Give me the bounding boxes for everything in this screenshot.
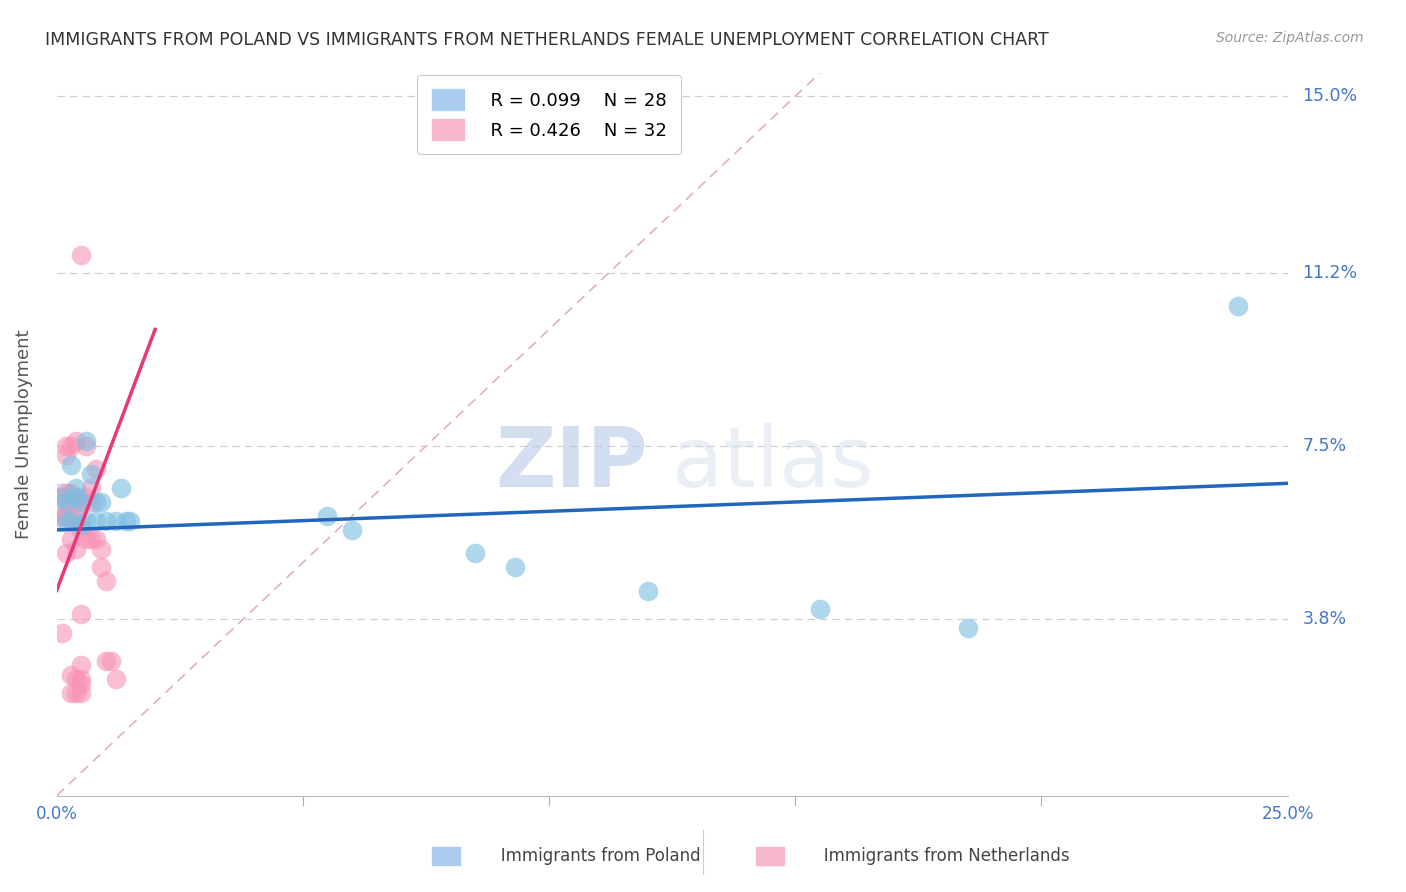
Text: 11.2%: 11.2% <box>1302 265 1358 283</box>
Point <box>51 491 73 505</box>
Point <box>120 514 142 528</box>
Point <box>503 560 526 574</box>
Point <box>60 458 83 472</box>
Point <box>808 602 831 616</box>
Point <box>94 574 117 589</box>
Text: 15.0%: 15.0% <box>1302 87 1358 105</box>
Point <box>90 541 112 556</box>
Point <box>60 485 83 500</box>
Text: Immigrants from Netherlands: Immigrants from Netherlands <box>787 847 1070 865</box>
Point <box>65 491 87 505</box>
Point <box>100 654 122 668</box>
Point <box>70 686 93 700</box>
Point <box>340 523 363 537</box>
Point <box>80 495 103 509</box>
Point <box>65 686 87 700</box>
FancyBboxPatch shape <box>433 847 461 865</box>
Point <box>94 514 117 528</box>
Text: ZIP: ZIP <box>495 423 648 504</box>
Point <box>1227 299 1250 313</box>
Point <box>70 523 93 537</box>
Point <box>90 495 112 509</box>
Text: IMMIGRANTS FROM POLAND VS IMMIGRANTS FROM NETHERLANDS FEMALE UNEMPLOYMENT CORREL: IMMIGRANTS FROM POLAND VS IMMIGRANTS FRO… <box>45 31 1049 49</box>
Point <box>65 481 87 495</box>
Text: Source: ZipAtlas.com: Source: ZipAtlas.com <box>1216 31 1364 45</box>
Point <box>84 514 107 528</box>
Point <box>104 672 127 686</box>
Point <box>70 677 93 691</box>
Text: 7.5%: 7.5% <box>1302 437 1347 455</box>
Point <box>90 560 112 574</box>
Legend:   R = 0.099    N = 28,   R = 0.426    N = 32: R = 0.099 N = 28, R = 0.426 N = 32 <box>418 75 681 154</box>
Point <box>84 462 107 476</box>
Point <box>84 533 107 547</box>
Point <box>80 481 103 495</box>
Point <box>55 508 77 523</box>
Point <box>75 491 97 505</box>
Point <box>104 514 127 528</box>
Point <box>60 667 83 681</box>
Text: atlas: atlas <box>672 423 875 504</box>
Point <box>70 248 93 262</box>
Point <box>80 533 103 547</box>
Point <box>60 533 83 547</box>
Point <box>70 518 93 533</box>
Point <box>75 439 97 453</box>
Point <box>60 514 83 528</box>
Point <box>75 434 97 449</box>
Point <box>55 485 77 500</box>
Point <box>70 658 93 673</box>
Point <box>80 467 103 481</box>
Point <box>55 514 77 528</box>
Point <box>70 672 93 686</box>
Point <box>60 508 83 523</box>
Point <box>51 491 73 505</box>
Text: 3.8%: 3.8% <box>1302 609 1347 628</box>
Point <box>51 625 73 640</box>
Point <box>84 495 107 509</box>
Point <box>60 439 83 453</box>
Point <box>956 621 979 635</box>
Point <box>65 672 87 686</box>
Point <box>55 546 77 560</box>
Point <box>637 583 659 598</box>
Point <box>94 654 117 668</box>
Point <box>110 481 132 495</box>
Point <box>70 495 93 509</box>
Point <box>60 686 83 700</box>
FancyBboxPatch shape <box>756 847 785 865</box>
Point <box>51 508 73 523</box>
Point <box>75 533 97 547</box>
Point <box>65 541 87 556</box>
Point <box>55 495 77 509</box>
Point <box>114 514 136 528</box>
Point <box>55 448 77 462</box>
Point <box>51 500 73 514</box>
Point <box>70 607 93 621</box>
Point <box>55 439 77 453</box>
Point <box>316 508 339 523</box>
Point <box>65 500 87 514</box>
Point <box>75 514 97 528</box>
Point <box>65 434 87 449</box>
Y-axis label: Female Unemployment: Female Unemployment <box>15 330 32 539</box>
Point <box>55 508 77 523</box>
Text: Immigrants from Poland: Immigrants from Poland <box>464 847 700 865</box>
Point <box>464 546 486 560</box>
